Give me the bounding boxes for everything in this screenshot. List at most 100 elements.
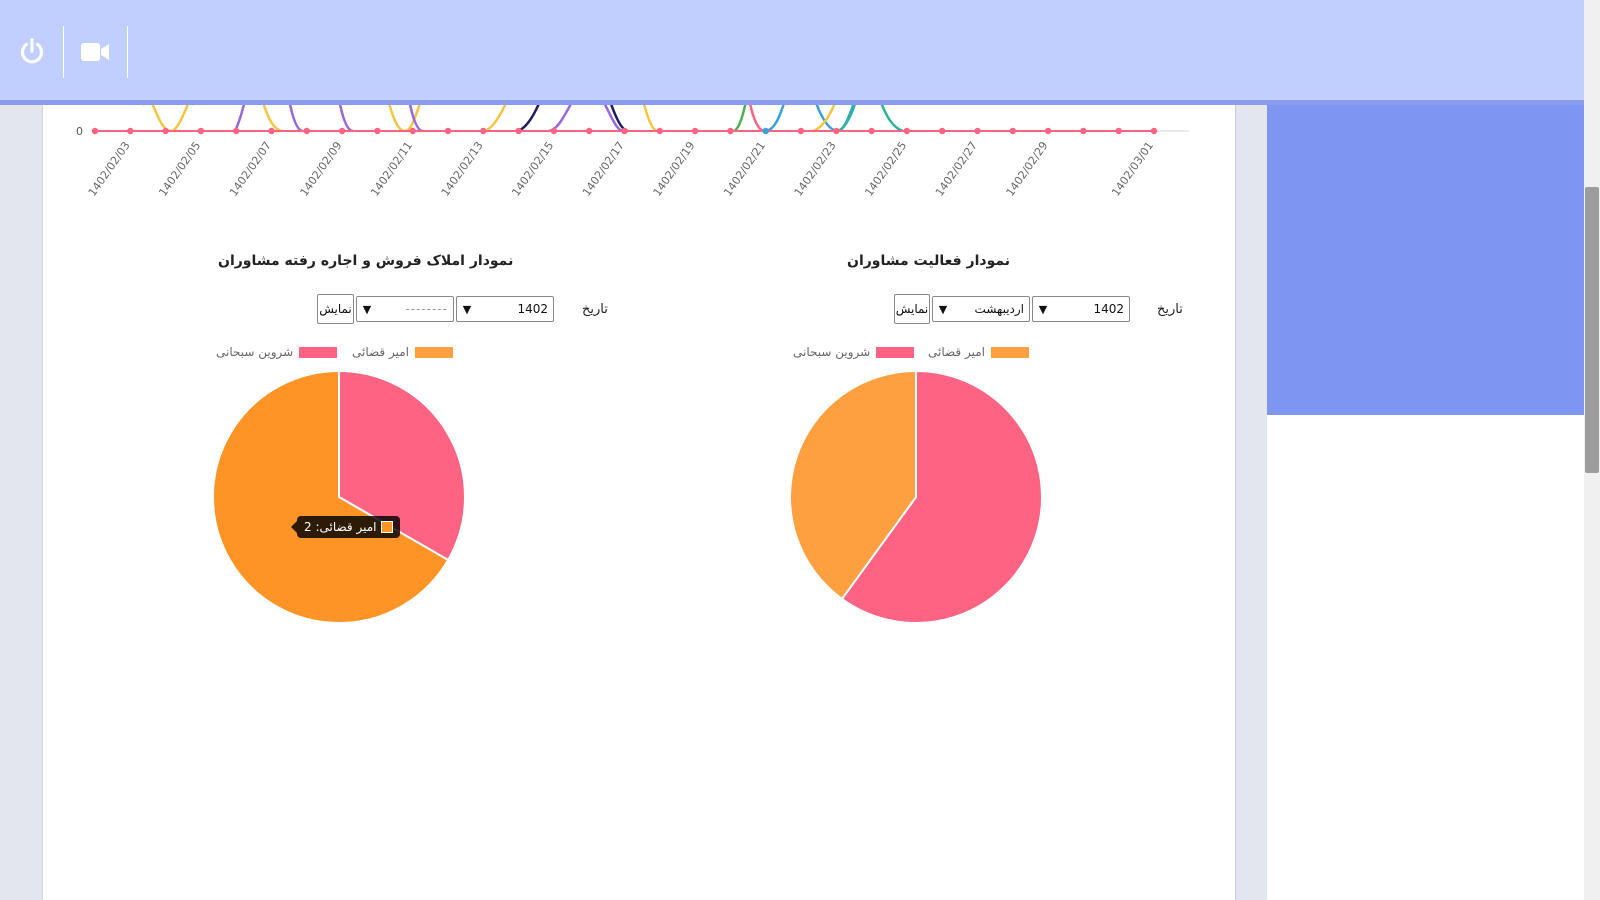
x-tick-label: 1402/02/13 bbox=[439, 139, 486, 198]
line-series-segment bbox=[764, 105, 785, 133]
line-chart-series bbox=[143, 105, 904, 133]
line-point[interactable] bbox=[550, 127, 558, 135]
legend-item-shervin[interactable]: شروین سبحانی bbox=[793, 345, 915, 359]
line-series-segment bbox=[517, 105, 540, 133]
line-series-segment bbox=[408, 105, 424, 133]
sales-date-label: تاریخ bbox=[582, 302, 608, 317]
line-series-segment bbox=[732, 105, 747, 133]
line-point[interactable] bbox=[91, 127, 99, 135]
chevron-down-icon: ▼ bbox=[1038, 302, 1048, 316]
pie-tooltip: امیر قضائی: 2 bbox=[290, 516, 401, 538]
x-tick-label: 1402/02/03 bbox=[86, 139, 133, 198]
pie-slice[interactable] bbox=[212, 369, 450, 624]
line-point[interactable] bbox=[797, 127, 805, 135]
x-tick-label: 1402/03/01 bbox=[1109, 139, 1156, 198]
line-point[interactable] bbox=[233, 127, 240, 135]
line-point[interactable] bbox=[1115, 127, 1122, 135]
activity-month-select[interactable]: ▼ اردیبهشت bbox=[932, 296, 1030, 322]
sales-pie-chart bbox=[212, 369, 466, 624]
line-point[interactable] bbox=[727, 127, 734, 135]
line-point[interactable] bbox=[586, 127, 593, 135]
legend-swatch bbox=[990, 346, 1029, 358]
activity-chart-title: نمودار فعالیت مشاوران bbox=[847, 253, 1011, 269]
power-button[interactable] bbox=[2, 26, 62, 78]
legend-item-amir[interactable]: امیر قضائی bbox=[928, 345, 1029, 359]
chevron-down-icon: ▼ bbox=[938, 302, 948, 316]
tooltip-text: امیر قضائی: 2 bbox=[304, 520, 377, 534]
legend-item-shervin[interactable]: شروین سبحانی bbox=[216, 345, 338, 359]
line-series-segment bbox=[288, 105, 304, 133]
line-point[interactable] bbox=[1044, 127, 1052, 135]
line-point[interactable] bbox=[480, 127, 487, 135]
power-icon bbox=[20, 38, 44, 64]
activity-show-button[interactable]: نمایش bbox=[894, 294, 930, 324]
line-series-segment bbox=[338, 105, 354, 133]
line-point[interactable] bbox=[1009, 127, 1016, 135]
line-series-segment bbox=[749, 105, 766, 133]
sales-show-button[interactable]: نمایش bbox=[317, 294, 354, 324]
line-point[interactable] bbox=[409, 127, 416, 135]
line-point[interactable] bbox=[656, 127, 663, 135]
legend-label: امیر قضائی bbox=[928, 345, 985, 359]
line-point[interactable] bbox=[268, 127, 275, 135]
activity-year-select[interactable]: ▼ 1402 bbox=[1032, 296, 1130, 322]
line-point[interactable] bbox=[197, 127, 205, 135]
sales-month-select[interactable]: ▼ -------- bbox=[356, 296, 454, 322]
info-panel bbox=[1267, 105, 1584, 415]
x-tick-label: 1402/02/27 bbox=[933, 139, 980, 198]
line-point[interactable] bbox=[621, 127, 628, 135]
line-point[interactable] bbox=[444, 127, 452, 135]
x-tick-label: 1402/02/11 bbox=[368, 139, 415, 198]
x-tick-label: 1402/02/07 bbox=[227, 139, 274, 198]
y-tick-label: 0 bbox=[76, 125, 83, 138]
line-point[interactable] bbox=[515, 127, 522, 135]
legend-item-amir[interactable]: امیر قضائی bbox=[352, 345, 453, 359]
line-point[interactable] bbox=[338, 127, 346, 135]
scrollbar-thumb[interactable] bbox=[1585, 187, 1599, 473]
line-point[interactable] bbox=[868, 127, 875, 135]
legend-swatch bbox=[299, 346, 338, 358]
x-tick-label: 1402/02/21 bbox=[721, 139, 768, 198]
line-series-segment bbox=[642, 105, 659, 133]
line-point[interactable] bbox=[903, 127, 911, 135]
x-tick-label: 1402/02/17 bbox=[580, 139, 627, 198]
video-button[interactable] bbox=[65, 26, 125, 78]
pie-slice[interactable] bbox=[840, 369, 1043, 624]
line-series-segment bbox=[837, 105, 904, 133]
x-tick-label: 1402/02/09 bbox=[298, 139, 345, 198]
legend-label: امیر قضائی bbox=[352, 345, 409, 359]
activity-pie-chart bbox=[789, 369, 1043, 624]
line-point[interactable] bbox=[1150, 127, 1158, 135]
pie-slice[interactable] bbox=[338, 369, 466, 562]
line-point[interactable] bbox=[303, 127, 310, 135]
line-point[interactable] bbox=[691, 127, 699, 135]
line-point[interactable] bbox=[833, 127, 840, 135]
line-series-segment bbox=[151, 105, 189, 133]
line-point[interactable] bbox=[1080, 127, 1087, 135]
dashboard-content: 0 1402/02/03 1402/02/05 1402/02/07 1402/02/… bbox=[42, 105, 1236, 900]
x-tick-label: 1402/02/15 bbox=[509, 139, 556, 198]
daily-activity-line-chart: 0 1402/02/03 1402/02/05 1402/02/07 1402/02/… bbox=[76, 105, 1189, 199]
video-camera-icon bbox=[81, 43, 109, 61]
x-tick-label: 1402/02/29 bbox=[1004, 139, 1051, 198]
activity-month-value: اردیبهشت bbox=[974, 302, 1024, 316]
line-point[interactable] bbox=[974, 127, 981, 135]
header-separator bbox=[127, 26, 128, 78]
page-scrollbar[interactable] bbox=[1584, 0, 1600, 900]
pie-slice[interactable] bbox=[789, 369, 917, 601]
line-point[interactable] bbox=[762, 127, 769, 135]
line-point[interactable] bbox=[939, 127, 946, 135]
line-point[interactable] bbox=[127, 127, 134, 135]
header-separator bbox=[63, 26, 64, 78]
x-tick-label: 1402/02/25 bbox=[862, 139, 909, 198]
sales-year-select[interactable]: ▼ 1402 bbox=[456, 296, 554, 322]
line-chart-points bbox=[91, 127, 1158, 135]
line-point[interactable] bbox=[162, 127, 169, 135]
line-point[interactable] bbox=[374, 127, 381, 135]
line-series-segment bbox=[815, 105, 855, 133]
x-tick-labels: 1402/02/03 1402/02/05 1402/02/07 1402/02/09… bbox=[86, 139, 1156, 198]
chevron-down-icon: ▼ bbox=[462, 302, 472, 316]
legend-label: شروین سبحانی bbox=[793, 345, 871, 359]
sales-month-value: -------- bbox=[405, 302, 448, 316]
x-tick-label: 1402/02/19 bbox=[651, 139, 698, 198]
